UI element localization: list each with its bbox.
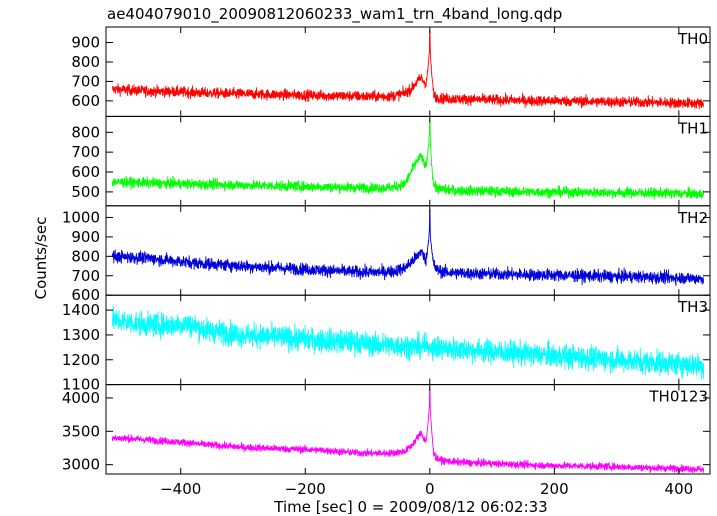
series-line-th2 bbox=[111, 209, 705, 286]
y-tick-label: 3500 bbox=[62, 422, 100, 440]
y-tick-label: 500 bbox=[71, 183, 100, 201]
y-tick-label: 800 bbox=[71, 247, 100, 265]
chart-title: ae404079010_20090812060233_wam1_trn_4ban… bbox=[107, 5, 562, 24]
y-tick-label: 900 bbox=[71, 34, 100, 52]
panel-label: TH3 bbox=[677, 298, 708, 316]
x-axis-ticks: −400 −200 0 200 400 bbox=[160, 480, 693, 498]
y-tick-label: 700 bbox=[71, 72, 100, 90]
y-tick-label: 1000 bbox=[62, 208, 100, 226]
x-tick-label: 200 bbox=[540, 480, 569, 498]
y-tick-label: 600 bbox=[71, 163, 100, 181]
y-tick-label: 1100 bbox=[62, 376, 100, 394]
x-tick-label: −200 bbox=[285, 480, 326, 498]
x-tick-label: 0 bbox=[425, 480, 435, 498]
y-axis-label: Counts/sec bbox=[32, 217, 50, 300]
y-tick-label: 3000 bbox=[62, 456, 100, 474]
x-axis-label: Time [sec] 0 = 2009/08/12 06:02:33 bbox=[273, 498, 547, 516]
y-tick-label: 800 bbox=[71, 53, 100, 71]
panel-th1: 500 600 700 800 TH1 bbox=[71, 115, 711, 207]
y-tick-label: 800 bbox=[71, 123, 100, 141]
panel-label: TH0 bbox=[677, 30, 708, 48]
y-tick-label: 700 bbox=[71, 267, 100, 285]
panel-frame bbox=[105, 384, 711, 475]
y-tick-label: 700 bbox=[71, 143, 100, 161]
y-tick-label: 900 bbox=[71, 228, 100, 246]
panel-label: TH2 bbox=[677, 209, 708, 227]
series-line-th3 bbox=[111, 306, 705, 380]
series-line-th0123 bbox=[111, 387, 705, 474]
panel-label: TH1 bbox=[677, 119, 708, 137]
y-tick-label: 1200 bbox=[62, 351, 100, 369]
x-tick-label: 400 bbox=[665, 480, 694, 498]
series-line-th1 bbox=[111, 117, 705, 200]
y-tick-label: 1400 bbox=[62, 301, 100, 319]
y-tick-label: 4000 bbox=[62, 389, 100, 407]
x-tick-label: −400 bbox=[160, 480, 201, 498]
panel-th0123: 3000 3500 4000 TH0123 bbox=[62, 384, 711, 475]
y-tick-label: 1300 bbox=[62, 326, 100, 344]
panel-label: TH0123 bbox=[648, 388, 708, 406]
panel-th3: 1100 1200 1300 1400 TH3 bbox=[62, 294, 711, 394]
y-tick-label: 600 bbox=[71, 286, 100, 304]
series-line-th0 bbox=[111, 30, 704, 110]
panel-frame bbox=[105, 205, 711, 296]
y-tick-label: 600 bbox=[71, 92, 100, 110]
